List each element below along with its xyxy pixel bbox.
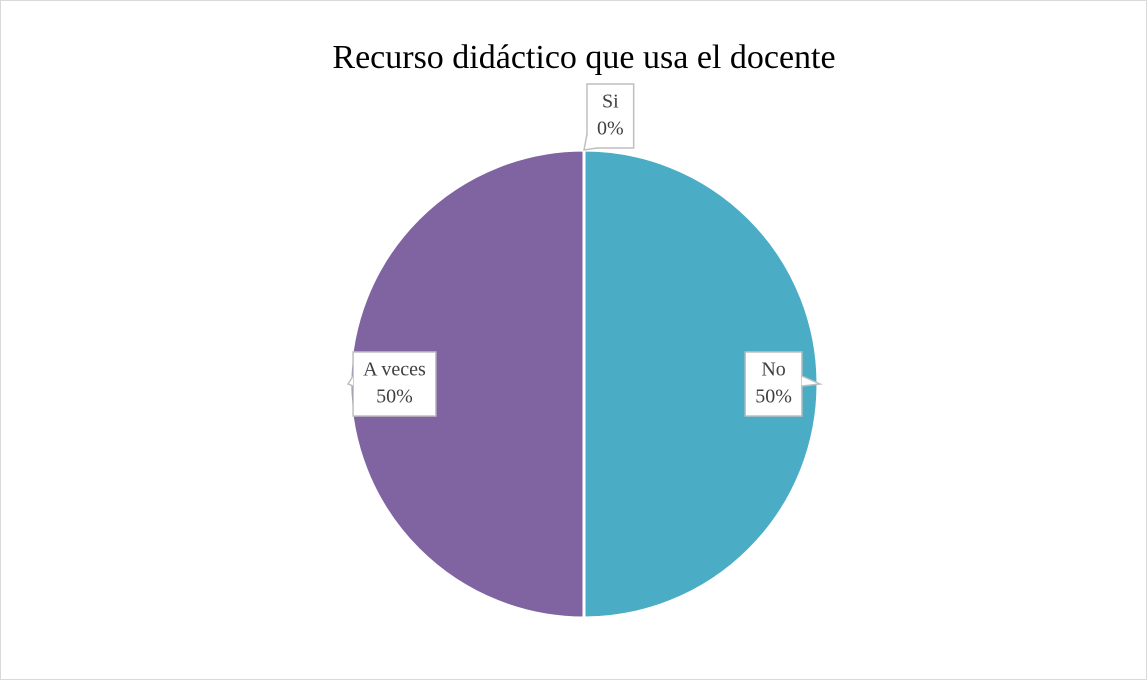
data-label: Si 0% <box>583 83 635 151</box>
data-label-pointer <box>583 133 598 151</box>
data-label-value: 50% <box>755 386 792 408</box>
data-label-category: Si <box>602 91 619 113</box>
data-label: No 50% <box>744 351 823 417</box>
data-label: A veces 50% <box>346 351 437 417</box>
data-label-value: 50% <box>376 386 413 408</box>
data-label-box <box>744 351 803 417</box>
chart-title: Recurso didáctico que usa el docente <box>332 39 835 76</box>
data-label-pointer <box>801 375 823 387</box>
data-label-value: 0% <box>597 118 624 140</box>
data-label-category: No <box>761 359 785 381</box>
data-label-pointer <box>346 375 354 387</box>
data-label-box <box>586 83 635 149</box>
data-label-category: A veces <box>363 359 426 381</box>
